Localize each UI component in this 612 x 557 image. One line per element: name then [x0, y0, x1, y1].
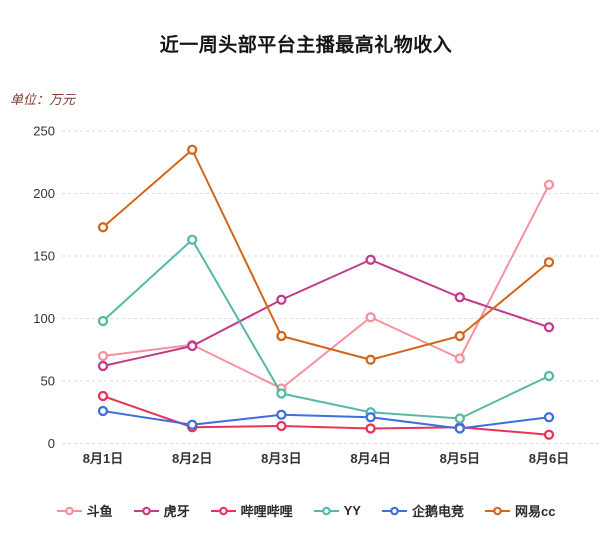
data-point-huya-1[interactable] [187, 340, 198, 352]
data-point-penguin-esports-0[interactable] [97, 405, 109, 417]
y-tick-label: 250 [33, 124, 55, 139]
y-tick-label: 50 [41, 374, 55, 389]
data-point-douyu-3[interactable] [365, 312, 376, 323]
legend-item-yy[interactable]: YY [313, 503, 361, 518]
legend-label: 企鹅电竞 [411, 504, 464, 519]
data-point-huya-4[interactable] [454, 292, 465, 303]
series-line-douyu [102, 183, 550, 390]
legend-marker-icon [133, 506, 159, 515]
data-point-netease-cc-2[interactable] [276, 330, 287, 342]
legend-item-douyu[interactable]: 斗鱼 [56, 501, 113, 520]
data-point-douyu-0[interactable] [97, 350, 109, 362]
data-point-penguin-esports-4[interactable] [454, 423, 465, 434]
y-tick-label: 150 [33, 249, 55, 264]
legend-item-bilibili[interactable]: 哔哩哔哩 [210, 501, 293, 520]
legend-label: YY [343, 503, 361, 518]
legend-marker-icon [210, 506, 236, 515]
data-point-netease-cc-0[interactable] [97, 222, 109, 233]
x-tick-label: 8月3日 [261, 451, 301, 466]
data-point-penguin-esports-3[interactable] [365, 412, 376, 423]
y-tick-label: 200 [33, 186, 55, 201]
data-point-netease-cc-1[interactable] [187, 144, 198, 155]
legend-label: 斗鱼 [86, 504, 113, 519]
data-point-yy-1[interactable] [187, 234, 198, 245]
data-point-douyu-4[interactable] [454, 353, 465, 364]
x-tick-label: 8月4日 [350, 451, 390, 466]
data-point-bilibili-0[interactable] [97, 390, 109, 402]
data-point-bilibili-5[interactable] [543, 429, 555, 440]
data-point-penguin-esports-1[interactable] [187, 419, 198, 430]
data-point-netease-cc-5[interactable] [543, 257, 555, 268]
unit-label: 单位：万元 [10, 92, 76, 107]
legend-label: 网易cc [514, 504, 556, 519]
x-tick-label: 8月1日 [83, 451, 123, 466]
legend-marker-icon [381, 506, 407, 515]
data-point-penguin-esports-5[interactable] [543, 412, 555, 423]
line-chart: 0 50 100 150 200 250 8月1日 8月2日 8月3日 8月4日 8月5日 8月6日 [33, 124, 600, 466]
legend-item-penguin-esports[interactable]: 企鹅电竞 [381, 501, 464, 520]
data-point-huya-5[interactable] [543, 322, 555, 333]
chart-title: 近一周头部平台主播最高礼物收入 [159, 35, 453, 56]
data-point-yy-0[interactable] [97, 315, 109, 327]
x-tick-label: 8月5日 [440, 451, 480, 466]
data-point-huya-3[interactable] [365, 254, 376, 265]
data-point-netease-cc-3[interactable] [365, 354, 376, 365]
legend-label: 哔哩哔哩 [240, 504, 293, 519]
data-point-yy-4[interactable] [454, 413, 465, 424]
legend-label: 虎牙 [163, 504, 190, 519]
x-tick-label: 8月6日 [529, 451, 569, 466]
data-point-bilibili-2[interactable] [276, 420, 287, 432]
data-point-netease-cc-4[interactable] [454, 330, 465, 342]
data-point-yy-2[interactable] [276, 388, 287, 399]
x-tick-label: 8月2日 [172, 451, 212, 466]
data-point-yy-5[interactable] [543, 370, 555, 382]
series-line-netease-cc [102, 148, 550, 361]
y-tick-label: 0 [48, 436, 55, 451]
legend: 斗鱼 虎牙 哔哩哔哩 YY 企鹅电竞 网易cc [0, 501, 612, 520]
data-point-huya-2[interactable] [276, 294, 287, 305]
data-point-penguin-esports-2[interactable] [276, 409, 287, 420]
data-point-douyu-5[interactable] [543, 179, 555, 190]
y-tick-label: 100 [33, 311, 55, 326]
legend-marker-icon [313, 506, 339, 515]
legend-item-netease-cc[interactable]: 网易cc [484, 501, 556, 520]
data-point-huya-0[interactable] [97, 360, 109, 372]
legend-item-huya[interactable]: 虎牙 [133, 501, 190, 520]
series-line-penguin-esports [102, 410, 550, 430]
legend-marker-icon [56, 506, 82, 515]
legend-marker-icon [484, 506, 510, 515]
data-point-bilibili-3[interactable] [365, 423, 376, 434]
series-line-huya [102, 258, 550, 367]
series-line-yy [102, 238, 550, 420]
